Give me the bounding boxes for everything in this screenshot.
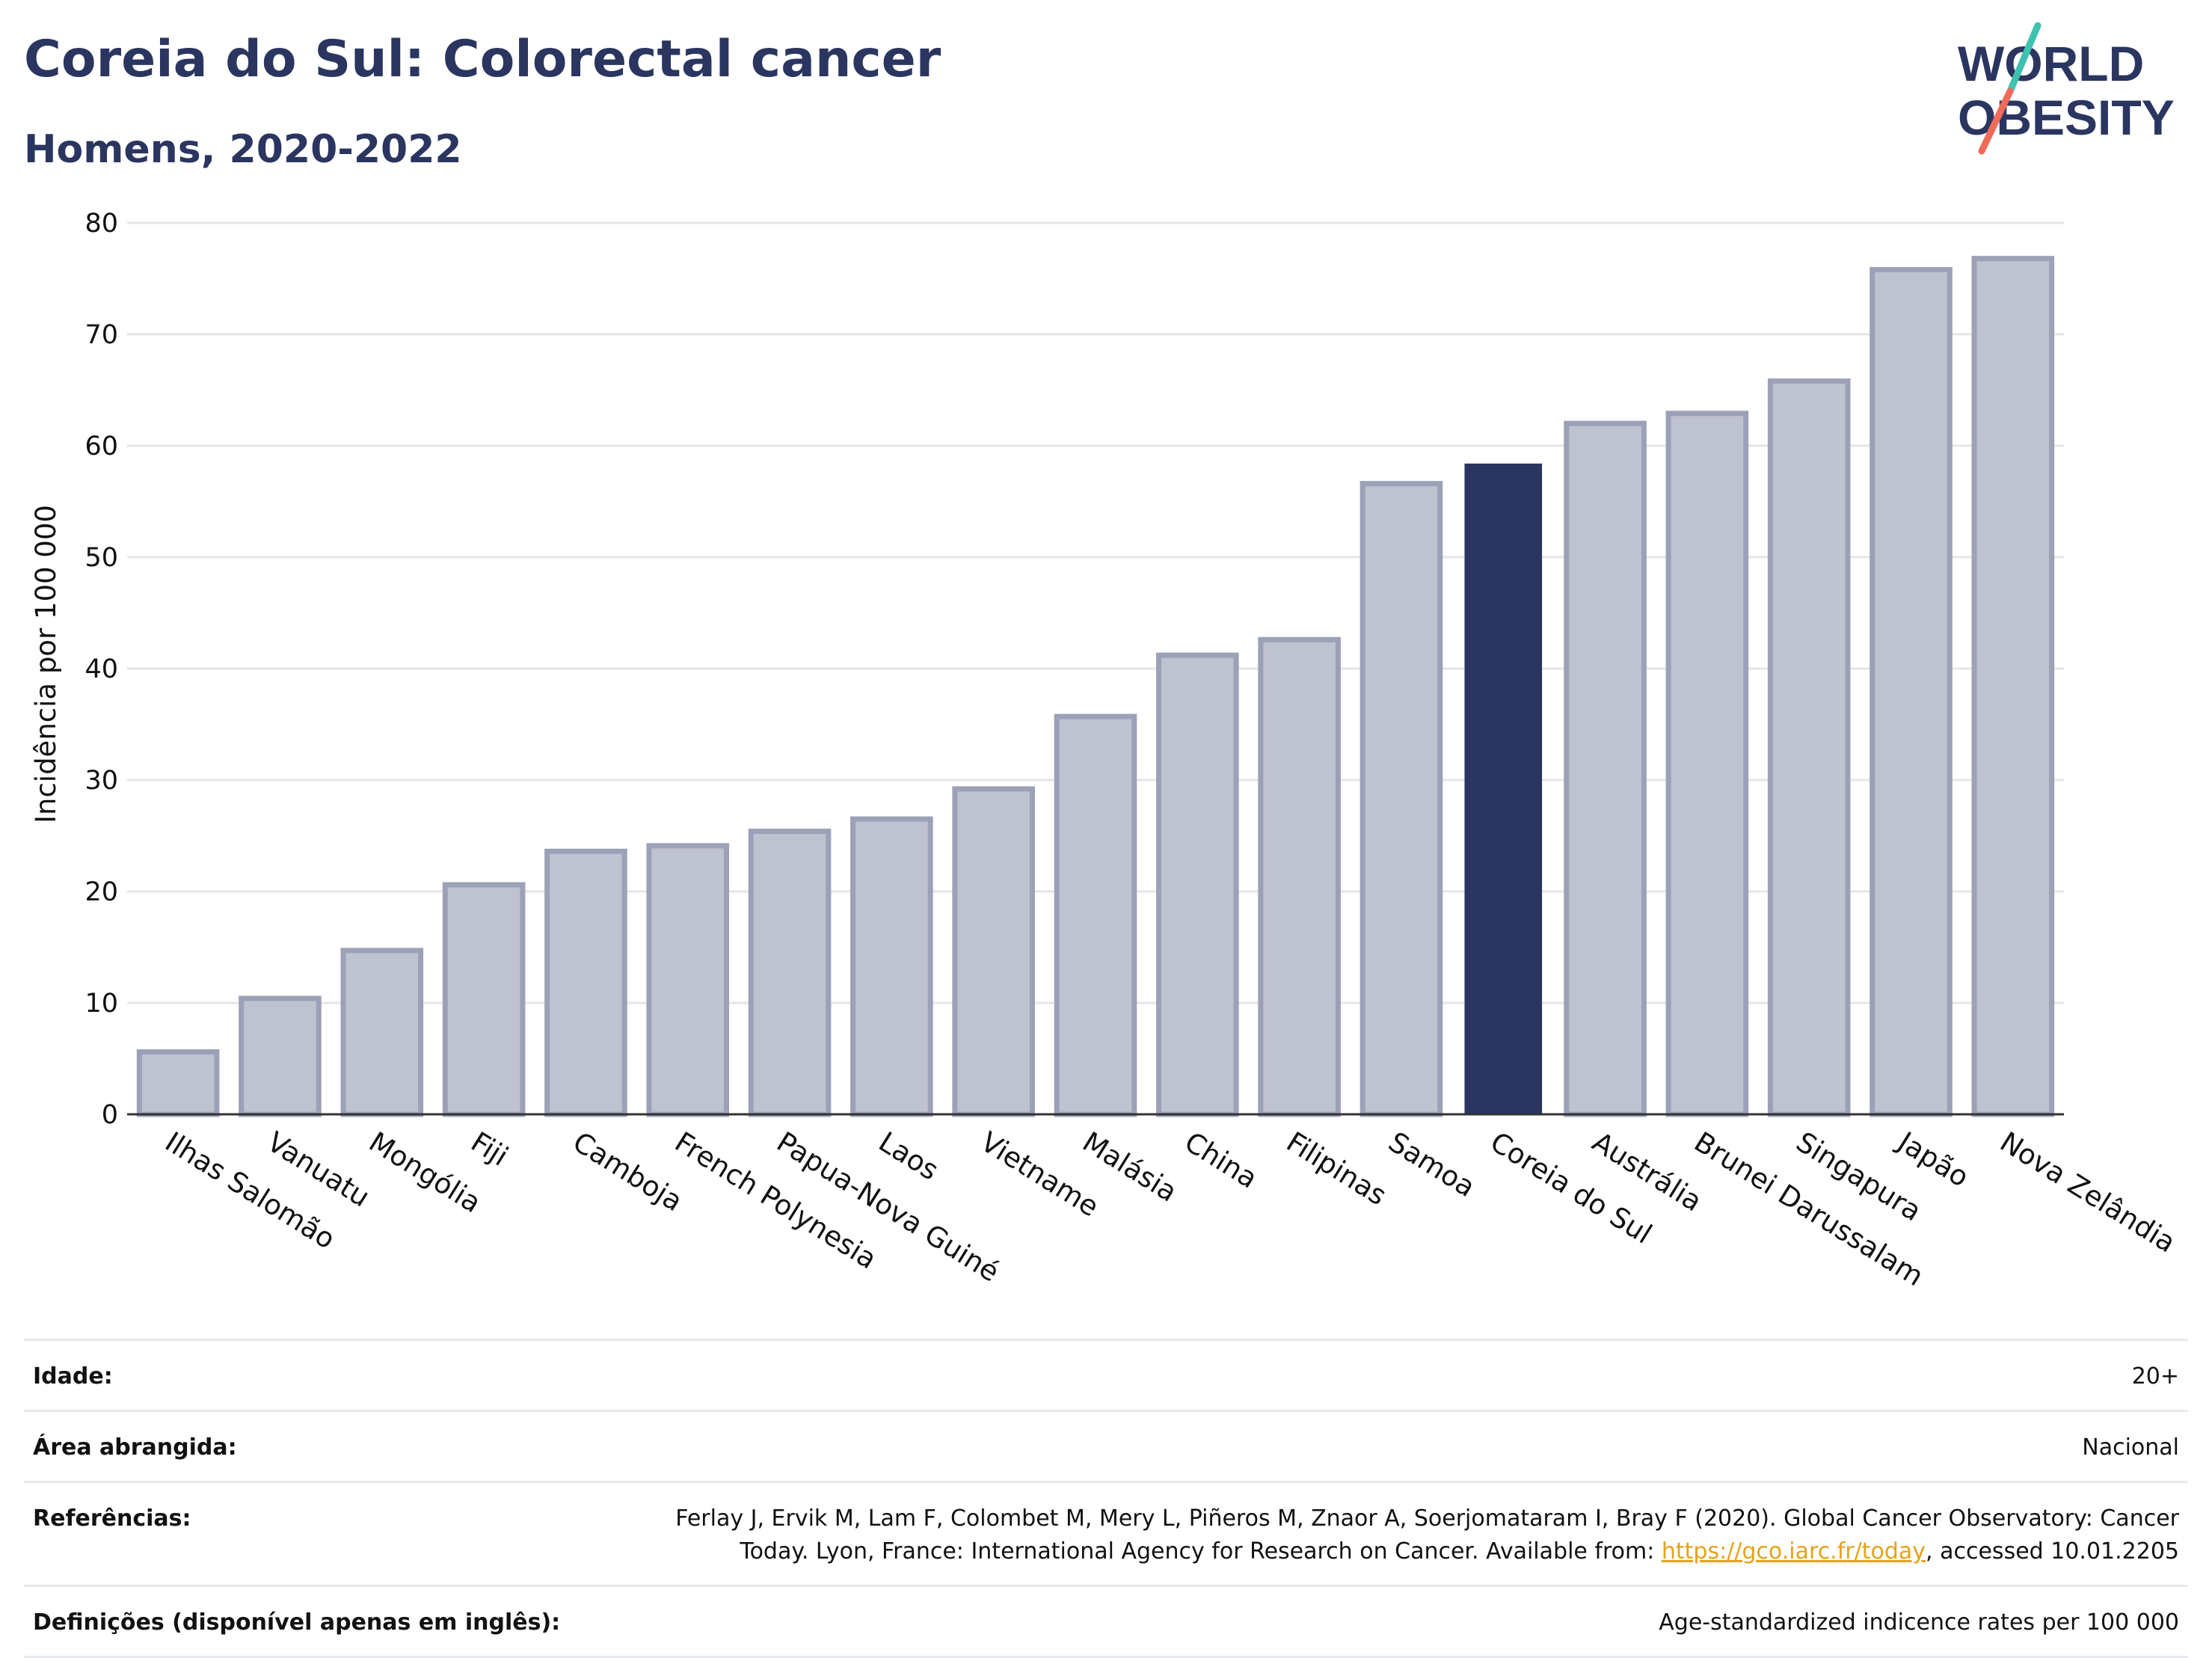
reference-accessed: , accessed 10.01.2205 [1926,1538,2179,1565]
world-obesity-logo: WORLD OBESITY [1958,22,2175,155]
y-axis-label: Incidência por 100 000 [30,505,62,823]
bar-coreia-do-sul [1464,463,1543,1114]
x-tick-label: Filipinas [1281,1126,1392,1212]
bar-mal-sia [1054,713,1137,1117]
x-tick-label: Japão [1891,1125,1974,1194]
bar-mong-lia [340,948,424,1117]
reference-text: Ferlay J, Ervik M, Lam F, Colombet M, Me… [675,1505,2179,1565]
bar-french-polynesia [646,843,730,1117]
info-row-definitions: Definições (disponível apenas em inglês)… [24,1585,2188,1658]
bar-papua-nova-guin- [748,829,832,1117]
y-tick-label: 0 [102,1100,118,1130]
info-value: Age-standardized indicence rates per 100… [1659,1609,2179,1636]
logo-slash-bottom [1978,87,2014,155]
bar-vanuatu [239,995,322,1117]
x-tick-label: China [1179,1126,1263,1194]
bar-ilhas-salom-o [136,1049,220,1117]
logo-line-1: WORLD [1958,36,2144,91]
reference-link[interactable]: https://gco.iarc.fr/today [1661,1538,1926,1565]
bar-austr-lia [1564,420,1647,1117]
y-tick-label: 80 [85,209,118,239]
bar-jap-o [1870,267,1953,1117]
info-label: Definições (disponível apenas em inglês)… [33,1609,561,1636]
bar-fiji [442,882,526,1117]
bar-brunei-darussalam [1665,411,1749,1117]
x-tick-label: Nova Zelândia [1994,1126,2181,1259]
info-label: Idade: [33,1363,113,1390]
y-tick-label: 30 [85,766,118,796]
bar-laos [850,816,933,1117]
x-tick-label: Mongólia [363,1126,487,1219]
y-tick-label: 50 [85,543,118,573]
bars [136,256,2055,1117]
x-tick-label: Ilhas Salomão [159,1126,340,1256]
chart-subtitle: Homens, 2020-2022 [24,127,462,172]
info-value: 20+ [2131,1363,2179,1390]
info-label: Área abrangida: [33,1434,237,1461]
y-tick-label: 40 [85,654,118,684]
bar-samoa [1360,481,1443,1117]
logo-line-2: OBESITY [1958,90,2175,145]
bar-filipinas [1258,636,1341,1117]
bar-china [1156,652,1239,1117]
bar-singapura [1767,378,1851,1117]
info-row-area: Área abrangida: Nacional [24,1410,2188,1481]
y-tick-label: 70 [85,320,118,350]
info-value-references: Ferlay J, Ervik M, Lam F, Colombet M, Me… [609,1502,2179,1568]
y-tick-label: 20 [85,877,118,907]
info-value: Nacional [2082,1434,2179,1461]
info-table: Idade: 20+ Área abrangida: Nacional Refe… [24,1339,2188,1658]
bar-nova-zel-ndia [1971,256,2055,1117]
bar-vietname [952,786,1035,1117]
bar-camboja [544,848,627,1117]
y-tick-label: 10 [85,989,118,1019]
chart-title: Coreia do Sul: Colorectal cancer [24,30,941,89]
x-tick-label: Fiji [465,1126,514,1173]
info-label: Referências: [33,1505,191,1532]
x-tick-label: Camboja [568,1126,689,1218]
x-tick-label: Laos [873,1126,944,1187]
y-axis-ticks: 0 10 20 30 40 50 60 70 80 [85,209,118,1130]
y-tick-label: 60 [85,432,118,461]
info-row-references: Referências: Ferlay J, Ervik M, Lam F, C… [24,1481,2188,1585]
x-tick-label: Samoa [1383,1126,1481,1203]
info-row-age: Idade: 20+ [24,1339,2188,1410]
logo-slash-top [2006,22,2042,95]
